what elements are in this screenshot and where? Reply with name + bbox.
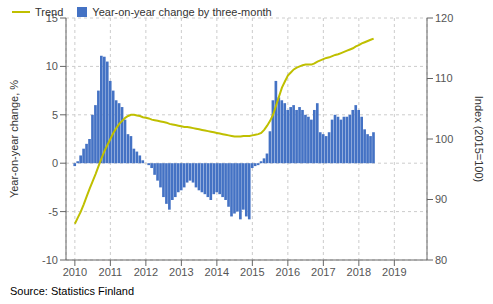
- svg-text:2019: 2019: [382, 266, 406, 278]
- svg-text:10: 10: [46, 60, 58, 72]
- svg-text:2012: 2012: [134, 266, 158, 278]
- svg-text:5: 5: [52, 109, 58, 121]
- svg-text:-5: -5: [48, 206, 58, 218]
- svg-text:15: 15: [46, 12, 58, 24]
- svg-text:2016: 2016: [276, 266, 300, 278]
- svg-text:2010: 2010: [63, 266, 87, 278]
- svg-text:100: 100: [435, 133, 453, 145]
- svg-text:2018: 2018: [347, 266, 371, 278]
- svg-text:Year-on-year change, %: Year-on-year change, %: [8, 80, 20, 198]
- svg-text:90: 90: [435, 193, 447, 205]
- svg-text:2011: 2011: [99, 266, 123, 278]
- svg-text:2013: 2013: [169, 266, 193, 278]
- svg-text:2015: 2015: [240, 266, 264, 278]
- svg-text:0: 0: [52, 157, 58, 169]
- svg-text:-10: -10: [42, 254, 58, 266]
- svg-text:2017: 2017: [311, 266, 335, 278]
- svg-text:120: 120: [435, 12, 453, 24]
- svg-text:80: 80: [435, 254, 447, 266]
- svg-text:110: 110: [435, 72, 453, 84]
- svg-text:2014: 2014: [205, 266, 229, 278]
- svg-text:Index (2015=100): Index (2015=100): [473, 96, 485, 183]
